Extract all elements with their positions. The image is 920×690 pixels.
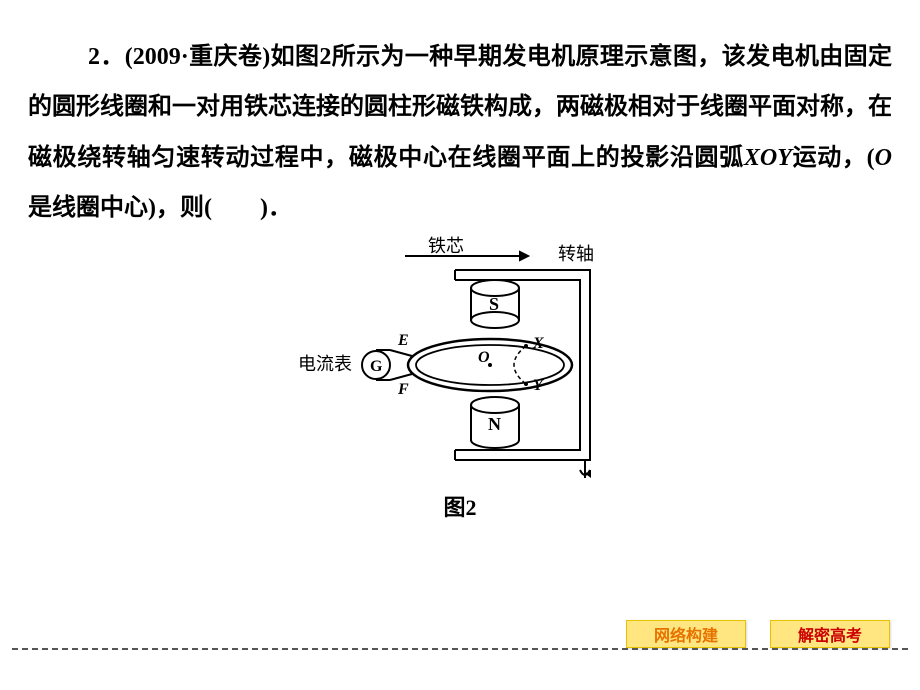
footer: 网络构建 解密高考 [0,648,920,682]
label-e: E [397,332,409,349]
q-number: 2 [88,44,100,70]
btn-exam[interactable]: 解密高考 [770,620,890,648]
label-x: X [532,335,544,352]
o-var: O [875,145,892,171]
q-source: (2009·重庆卷) [125,44,271,70]
arc-xoy: XOY [744,145,792,171]
label-core: 铁芯 [428,236,464,256]
footer-divider [12,648,908,650]
figure-caption: 图2 [443,490,476,522]
q-body-post: 是线圈中心)，则( )． [28,195,292,221]
figure-container: 铁芯 转轴 S O X Y N [0,230,920,522]
label-g: G [370,358,383,375]
label-axis: 转轴 [558,244,594,264]
label-s: S [489,294,499,314]
label-y: Y [533,377,544,394]
question-text: 2．(2009·重庆卷)如图2所示为一种早期发电机原理示意图，该发电机由固定的圆… [0,0,920,234]
label-o: O [478,349,490,366]
label-n: N [488,414,501,434]
generator-diagram: 铁芯 转轴 S O X Y N [290,230,630,480]
label-f: F [397,381,409,398]
btn-network[interactable]: 网络构建 [626,620,746,648]
q-body-mid: 运动，( [792,145,875,171]
label-ammeter: 电流表 [298,354,352,374]
